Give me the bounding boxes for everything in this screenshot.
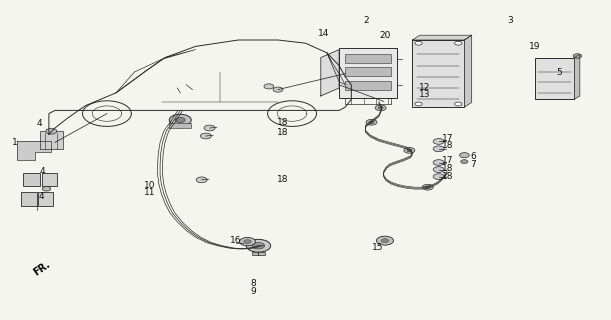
Text: 8: 8 [251,279,257,288]
Circle shape [240,237,255,246]
Polygon shape [574,54,580,99]
Circle shape [433,160,444,165]
Polygon shape [464,35,472,107]
Circle shape [246,239,271,252]
Bar [169,123,191,128]
Circle shape [376,236,393,245]
Circle shape [252,243,265,249]
Circle shape [244,240,251,244]
Bar [42,173,57,186]
Circle shape [46,128,57,134]
Bar [339,48,397,98]
Circle shape [42,187,51,191]
Bar [412,40,464,107]
Text: 17: 17 [442,156,453,165]
Circle shape [169,114,191,126]
Text: 6: 6 [470,152,477,161]
Text: 18: 18 [442,141,453,150]
Polygon shape [412,35,472,40]
Text: 9: 9 [251,287,257,296]
Text: 20: 20 [379,31,390,40]
Circle shape [415,41,422,45]
Text: 13: 13 [419,90,430,99]
Text: 12: 12 [419,83,430,92]
Bar [535,58,574,99]
Circle shape [381,239,389,243]
Circle shape [422,184,433,190]
Circle shape [433,174,444,180]
Text: FR.: FR. [32,259,53,278]
Bar [38,192,53,206]
Text: 1: 1 [12,138,18,147]
Circle shape [200,133,211,139]
Circle shape [366,119,377,125]
Circle shape [461,160,468,164]
Circle shape [433,139,444,144]
Text: 7: 7 [470,160,477,169]
Circle shape [375,105,386,111]
Bar [23,173,40,186]
Text: 4: 4 [37,119,43,128]
Text: 10: 10 [144,181,155,190]
Text: 11: 11 [144,188,155,197]
Circle shape [433,146,444,152]
Text: 17: 17 [442,134,453,143]
Text: 19: 19 [529,42,540,51]
Text: 18: 18 [442,164,453,172]
Bar [345,67,391,76]
Circle shape [455,102,462,106]
Circle shape [264,84,274,89]
Bar [252,252,265,255]
Text: 18: 18 [442,172,453,180]
Circle shape [404,148,415,153]
Bar [40,131,63,149]
Text: 18: 18 [277,175,288,184]
Bar [345,81,391,90]
Bar [21,192,37,206]
Circle shape [369,121,374,124]
Circle shape [573,54,582,58]
Circle shape [459,153,469,158]
Circle shape [425,186,430,188]
Circle shape [175,117,185,123]
Text: 4: 4 [38,192,45,201]
Circle shape [378,107,383,109]
Circle shape [415,102,422,106]
Text: 4: 4 [40,167,46,176]
Circle shape [204,125,215,131]
Text: 14: 14 [318,29,329,38]
Text: 15: 15 [372,243,383,252]
Text: 2: 2 [364,16,370,25]
Text: 5: 5 [556,68,562,76]
Circle shape [455,41,462,45]
Text: 18: 18 [277,128,288,137]
Text: 18: 18 [277,118,288,127]
Circle shape [273,87,283,92]
Polygon shape [321,50,339,96]
Bar [345,54,391,63]
Polygon shape [17,141,51,160]
Circle shape [196,177,207,183]
Text: 3: 3 [507,16,513,25]
Text: 16: 16 [230,236,241,245]
Circle shape [407,149,412,152]
Circle shape [433,167,444,172]
